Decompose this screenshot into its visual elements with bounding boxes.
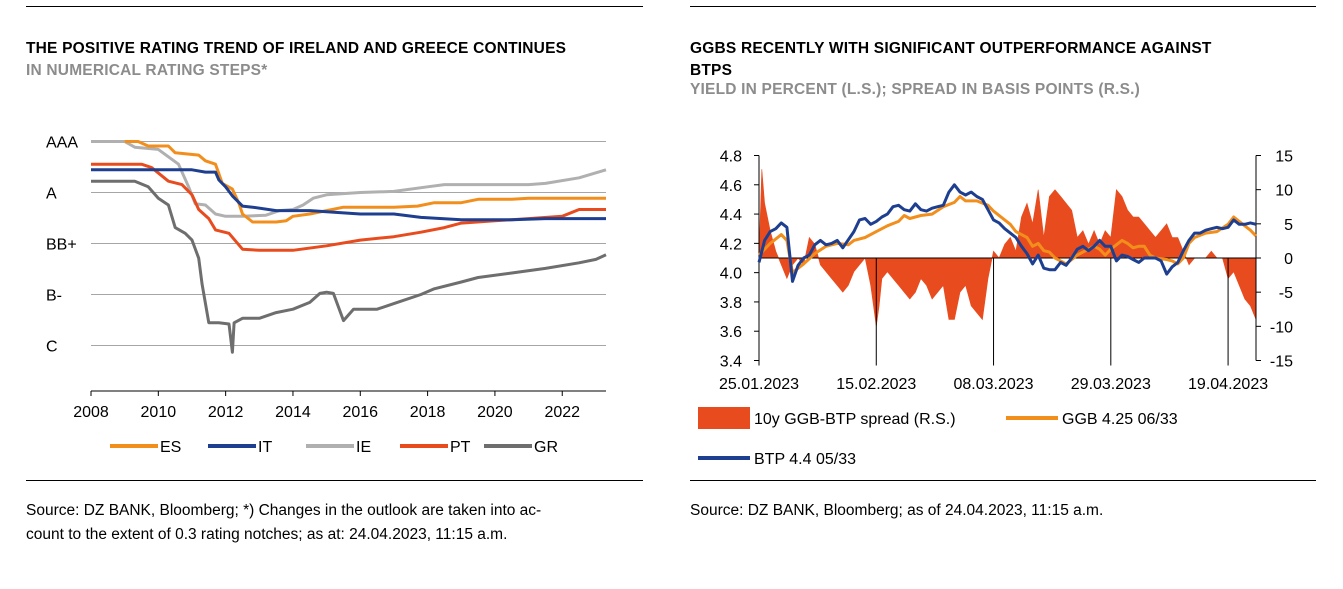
right-chart: 4.8 4.6 4.4 4.2 4.0 3.8 3.6 3.4 15 10 5 0 -5 -10 -15 25… xyxy=(698,149,1293,468)
x-tick-label-2018: 2018 xyxy=(410,404,446,421)
x-tick-label-25-01-2023: 25.01.2023 xyxy=(719,376,799,393)
right-chart-subtitle: YIELD IN PERCENT (L.S.); SPREAD IN BASIS… xyxy=(690,81,1140,98)
y-right-tick-label-5: 5 xyxy=(1284,217,1293,234)
y-tick-label-a: A xyxy=(46,186,57,203)
right-chart-title-line-1: GGBS RECENTLY WITH SIGNIFICANT OUTPERFOR… xyxy=(690,40,1212,57)
y-left-tick-label-3-4: 3.4 xyxy=(720,354,742,371)
legend-label-gr: GR xyxy=(534,439,558,456)
legend-label-pt: PT xyxy=(450,439,471,456)
left-chart-subtitle: IN NUMERICAL RATING STEPS* xyxy=(26,62,268,79)
x-tick-label-2010: 2010 xyxy=(141,404,177,421)
y-tick-label-b: B- xyxy=(46,288,62,305)
y-left-tick-label-3-6: 3.6 xyxy=(720,324,742,341)
y-tick-label-c: C xyxy=(46,339,58,356)
series-line-it xyxy=(91,168,606,222)
right-bottom-rule xyxy=(690,480,1316,481)
series-line-gr xyxy=(91,179,607,354)
left-chart-title: THE POSITIVE RATING TREND OF IRELAND AND… xyxy=(26,40,567,57)
left-source-line-1: Source: DZ BANK, Bloomberg; *) Changes i… xyxy=(26,502,542,519)
series-area-spread xyxy=(758,169,1257,327)
y-right-tick-label-5: -5 xyxy=(1279,285,1293,302)
right-top-rule xyxy=(690,6,1316,7)
y-right-tick-label-15: 15 xyxy=(1275,149,1293,166)
x-tick-label-19-04-2023: 19.04.2023 xyxy=(1188,376,1268,393)
legend-label-it: IT xyxy=(258,439,272,456)
legend-label-10y-ggb-btp-spread-r-s: 10y GGB-BTP spread (R.S.) xyxy=(754,411,956,428)
x-tick-label-2020: 2020 xyxy=(477,404,513,421)
series-line-es xyxy=(124,140,606,224)
left-source-line-2: count to the extent of 0.3 rating notche… xyxy=(26,526,508,543)
legend-label-ie: IE xyxy=(356,439,371,456)
x-tick-label-2008: 2008 xyxy=(73,404,109,421)
right-source: Source: DZ BANK, Bloomberg; as of 24.04.… xyxy=(690,502,1104,519)
left-top-rule xyxy=(26,6,643,7)
x-tick-label-29-03-2023: 29.03.2023 xyxy=(1071,376,1151,393)
left-bottom-rule xyxy=(26,480,643,481)
y-left-tick-label-4-8: 4.8 xyxy=(720,149,742,166)
y-left-tick-label-4-0: 4.0 xyxy=(720,266,742,283)
x-tick-label-08-03-2023: 08.03.2023 xyxy=(954,376,1034,393)
y-left-tick-label-4-4: 4.4 xyxy=(720,207,742,224)
y-right-tick-label-10: -10 xyxy=(1270,319,1293,336)
y-right-tick-label-0: 0 xyxy=(1284,251,1293,268)
x-tick-label-2016: 2016 xyxy=(342,404,378,421)
right-chart-title-line-2: BTPS xyxy=(690,62,733,79)
y-tick-label-bb: BB+ xyxy=(46,237,77,254)
y-left-tick-label-3-8: 3.8 xyxy=(720,295,742,312)
y-left-tick-label-4-2: 4.2 xyxy=(720,236,742,253)
legend-label-ggb-4-25-06-33: GGB 4.25 06/33 xyxy=(1062,411,1178,428)
y-left-tick-label-4-6: 4.6 xyxy=(720,178,742,195)
x-tick-label-2012: 2012 xyxy=(208,404,244,421)
x-tick-label-2022: 2022 xyxy=(544,404,580,421)
series-line-btp-4-4-05-33 xyxy=(757,183,1257,283)
y-right-tick-label-15: -15 xyxy=(1270,354,1293,371)
legend-swatch-10y-ggb-btp-spread-r-s xyxy=(698,407,750,429)
y-right-tick-label-10: 10 xyxy=(1275,183,1293,200)
x-tick-label-15-02-2023: 15.02.2023 xyxy=(836,376,916,393)
legend-label-es: ES xyxy=(160,439,181,456)
y-tick-label-aaa: AAA xyxy=(46,135,78,152)
x-tick-label-2014: 2014 xyxy=(275,404,311,421)
legend-label-btp-4-4-05-33: BTP 4.4 05/33 xyxy=(754,451,856,468)
